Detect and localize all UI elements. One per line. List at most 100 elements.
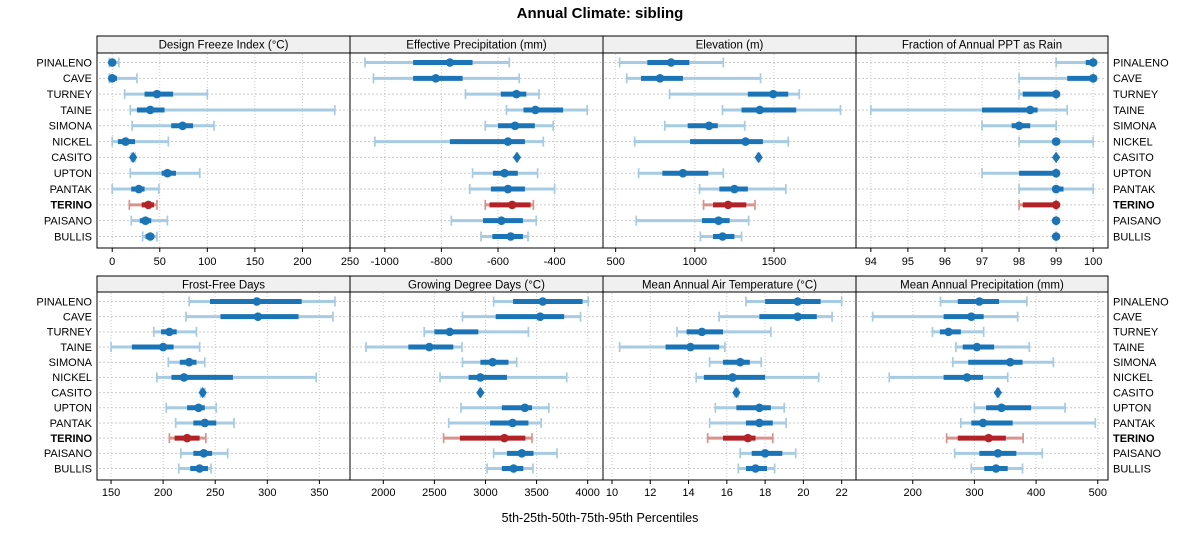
median-dot: [751, 464, 760, 473]
percentile-row-casito: [128, 151, 138, 164]
site-label-left: NICKEL: [52, 136, 92, 148]
site-label-right: TAINE: [1113, 105, 1145, 117]
percentile-row-paisano: [130, 215, 169, 226]
median-dot: [984, 433, 993, 443]
site-label-right: PAISANO: [1113, 215, 1162, 227]
median-dot: [1025, 105, 1035, 115]
percentile-row-upton: [129, 168, 201, 179]
x-tick-label: 96: [939, 256, 951, 268]
median-dot: [1088, 74, 1098, 83]
median-dot: [199, 449, 209, 458]
percentile-row-bullis: [486, 463, 534, 474]
percentile-row-upton: [973, 402, 1066, 413]
percentile-row-upton: [165, 402, 218, 413]
percentile-row-paisano: [739, 448, 797, 459]
percentile-row-nickel: [156, 372, 318, 383]
median-dot: [972, 342, 982, 352]
median-dot: [1051, 232, 1061, 241]
median-dot: [503, 184, 513, 194]
x-tick-label: 20: [797, 487, 809, 499]
percentile-row-cave: [1018, 73, 1098, 84]
x-tick-label: 16: [721, 487, 733, 499]
site-label-right: TAINE: [1113, 342, 1145, 354]
percentile-row-upton: [637, 168, 725, 179]
site-label-right: CAVE: [1113, 73, 1142, 85]
percentile-row-taine: [721, 104, 842, 115]
x-tick-label: 200: [154, 487, 172, 499]
median-dot: [686, 342, 695, 352]
median-dot: [1005, 357, 1015, 367]
median-dot: [500, 433, 509, 443]
median-dot: [134, 184, 144, 194]
percentile-row-nickel: [888, 372, 1009, 383]
median-dot: [179, 373, 189, 382]
median-diamond: [128, 151, 138, 164]
median-dot: [517, 449, 527, 458]
panel-title: Elevation (m): [696, 40, 764, 52]
x-tick-label: 95: [902, 256, 914, 268]
median-dot: [655, 74, 665, 83]
x-tick-label: -1000: [371, 256, 399, 268]
median-dot: [755, 418, 764, 428]
percentile-row-upton: [714, 402, 786, 413]
x-tick-label: 22: [836, 487, 848, 499]
x-tick-label: 97: [976, 256, 988, 268]
percentile-row-simona: [484, 120, 555, 131]
percentile-row-pantak: [447, 417, 543, 428]
median-dot: [1051, 184, 1061, 194]
percentile-row-pantak: [111, 184, 160, 195]
x-tick-label: 98: [1013, 256, 1025, 268]
median-dot: [520, 403, 530, 413]
percentile-row-simona: [167, 357, 206, 368]
median-dot: [165, 327, 174, 337]
x-tick-label: 12: [644, 487, 656, 499]
percentile-row-cave: [461, 311, 582, 322]
median-dot: [723, 200, 733, 210]
median-dot: [666, 58, 676, 67]
percentile-row-nickel: [374, 136, 545, 147]
x-tick-label: 0: [109, 256, 115, 268]
percentile-row-nickel: [695, 372, 820, 383]
percentile-row-turney: [464, 89, 540, 100]
median-dot: [1051, 137, 1061, 146]
percentile-row-terino: [706, 433, 774, 444]
median-dot: [962, 373, 972, 382]
site-label-left: TAINE: [60, 105, 92, 117]
median-dot: [714, 216, 723, 225]
x-tick-label: 500: [606, 256, 624, 268]
percentile-row-terino: [128, 199, 158, 210]
median-diamond: [476, 386, 485, 399]
percentile-row-pinaleno: [188, 296, 336, 307]
median-dot: [743, 433, 753, 443]
panel-body: [349, 52, 604, 249]
percentile-row-pinaleno: [745, 296, 843, 307]
x-tick-label: 18: [759, 487, 771, 499]
x-tick-label: -800: [430, 256, 452, 268]
median-dot: [991, 464, 1001, 473]
panel-title: Fraction of Annual PPT as Rain: [902, 40, 1062, 52]
percentile-row-upton: [981, 168, 1061, 179]
site-label-left: PANTAK: [50, 418, 93, 430]
percentile-row-casito: [512, 151, 522, 164]
panel-body: [602, 52, 857, 249]
median-diamond: [512, 151, 522, 164]
panel-title: Effective Precipitation (mm): [406, 40, 547, 52]
site-label-right: TERINO: [1113, 433, 1155, 445]
percentile-row-paisano: [1051, 215, 1061, 226]
percentile-row-paisano: [450, 215, 538, 226]
median-dot: [735, 357, 745, 367]
site-label-right: CASITO: [1113, 387, 1154, 399]
site-label-right: SIMONA: [1113, 121, 1157, 133]
x-tick-label: 150: [246, 256, 264, 268]
median-dot: [978, 418, 988, 428]
site-label-right: BULLIS: [1113, 231, 1151, 243]
site-label-left: CAVE: [63, 311, 92, 323]
percentile-row-casito: [732, 386, 741, 399]
percentile-row-bullis: [177, 463, 212, 474]
percentile-row-simona: [981, 120, 1057, 131]
x-tick-label: 500: [1089, 487, 1107, 499]
panel-title: Growing Degree Days (°C): [408, 280, 545, 292]
median-dot: [512, 89, 521, 99]
site-label-left: TERINO: [50, 200, 92, 212]
